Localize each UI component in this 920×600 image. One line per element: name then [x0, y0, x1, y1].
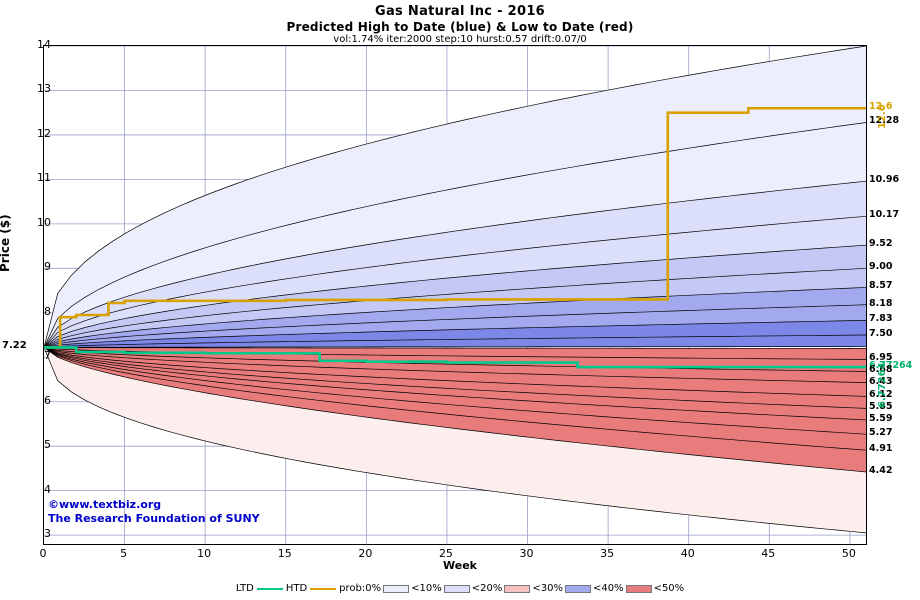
right-axis-label: 8.18	[869, 297, 893, 309]
y-tick-label: 9	[44, 260, 51, 274]
y-tick-label: 10	[37, 215, 51, 229]
right-axis-label: 5.27	[869, 427, 893, 439]
legend: LTD HTD prob:0% <10% <20% <30% <40% <50%	[0, 583, 920, 595]
legend-item-ltd: LTD	[236, 583, 286, 595]
plot-svg	[44, 46, 866, 544]
right-axis-label: 4.42	[869, 464, 893, 476]
x-tick-label: 35	[600, 547, 615, 560]
y-tick-label: 3	[44, 527, 51, 541]
right-axis-label: 5.85	[869, 401, 893, 413]
legend-label-b30: <30%	[532, 583, 563, 594]
right-axis-label: 6.95	[869, 352, 893, 364]
x-tick-label: 0	[39, 547, 47, 560]
legend-item-b30: <30%	[502, 583, 563, 595]
legend-item-b20: <20%	[442, 583, 503, 595]
legend-swatch-b50	[625, 584, 652, 593]
y-tick-label: 13	[37, 82, 51, 96]
legend-swatch-ltd	[256, 587, 283, 590]
legend-swatch-b30	[504, 584, 531, 593]
legend-swatch-b20	[443, 584, 470, 593]
chart-parameters: vol:1.74% iter:2000 step:10 hurst:0.57 d…	[333, 34, 587, 45]
x-tick-label: 45	[761, 547, 776, 560]
plot-area	[43, 45, 867, 545]
y-tick-label: 4	[44, 482, 51, 496]
right-axis-label: 10.96	[869, 174, 900, 186]
right-axis-label: 8.57	[869, 280, 893, 292]
y-axis-label: Price ($)	[0, 214, 12, 272]
y-tick-label: 14	[37, 38, 51, 51]
y-tick-label: 5	[44, 438, 51, 452]
legend-swatch-b40	[564, 584, 591, 593]
right-axis-label: 5.59	[869, 412, 893, 424]
x-tick-label: 30	[519, 547, 534, 560]
legend-label-b10: <10%	[411, 583, 442, 594]
right-axis-label: 7.83	[869, 313, 893, 325]
legend-item-b10: <10%	[381, 583, 442, 595]
legend-item-b40: <40%	[563, 583, 624, 595]
legend-item-prob: prob:0%	[339, 583, 381, 595]
x-tick-label: 20	[358, 547, 373, 560]
right-axis-label: 7.50	[869, 328, 893, 340]
y-tick-label: 8	[44, 304, 51, 318]
credits-line-2: The Research Foundation of SUNY	[48, 512, 260, 525]
legend-label-b50: <50%	[653, 583, 685, 594]
x-tick-label: 40	[680, 547, 695, 560]
start-price-label: 7.22	[2, 340, 27, 352]
x-tick-label: 50	[841, 547, 856, 560]
y-tick-label: 7	[44, 349, 51, 363]
x-tick-label: 5	[120, 547, 128, 560]
legend-swatch-htd	[310, 587, 337, 590]
y-tick-label: 12	[37, 126, 51, 140]
chart-subtitle: Predicted High to Date (blue) & Low to D…	[286, 20, 634, 34]
right-axis-label: 9.52	[869, 238, 893, 250]
y-tick-label: 6	[44, 393, 51, 407]
x-tick-label: 25	[438, 547, 453, 560]
legend-item-b50: <50%	[624, 583, 685, 595]
legend-label-b20: <20%	[471, 583, 503, 594]
right-axis-label: 12.28	[869, 115, 900, 127]
right-axis-label: 6.43	[869, 375, 893, 387]
x-axis-label: Week	[443, 559, 477, 572]
y-tick-label: 11	[37, 171, 51, 185]
legend-label-b40: <40%	[592, 583, 624, 594]
right-axis-label: 12.6	[869, 101, 893, 113]
page-title: Gas Natural Inc - 2016	[374, 4, 546, 19]
right-axis-label: 6.77264	[869, 360, 913, 372]
right-axis-label: 6.68	[869, 364, 893, 376]
right-axis-callout: 6.77264	[877, 362, 888, 409]
x-tick-label: 10	[197, 547, 212, 560]
legend-label-ltd: LTD	[235, 583, 254, 594]
legend-label-htd: HTD	[285, 583, 308, 594]
legend-swatch-b10	[383, 584, 410, 593]
right-axis-label: 9.00	[869, 261, 893, 273]
right-axis-label: 10.17	[869, 209, 900, 221]
legend-item-htd: HTD	[286, 583, 339, 595]
x-tick-label: 15	[277, 547, 292, 560]
legend-label-prob: prob:0%	[339, 583, 382, 594]
credits-line-1: ©www.textbiz.org	[48, 498, 162, 511]
right-axis-callout: 12.6	[877, 104, 888, 130]
right-axis-label: 4.91	[869, 443, 893, 455]
credits-block: ©www.textbiz.org The Research Foundation…	[48, 498, 260, 526]
right-axis-label: 6.12	[869, 389, 893, 401]
